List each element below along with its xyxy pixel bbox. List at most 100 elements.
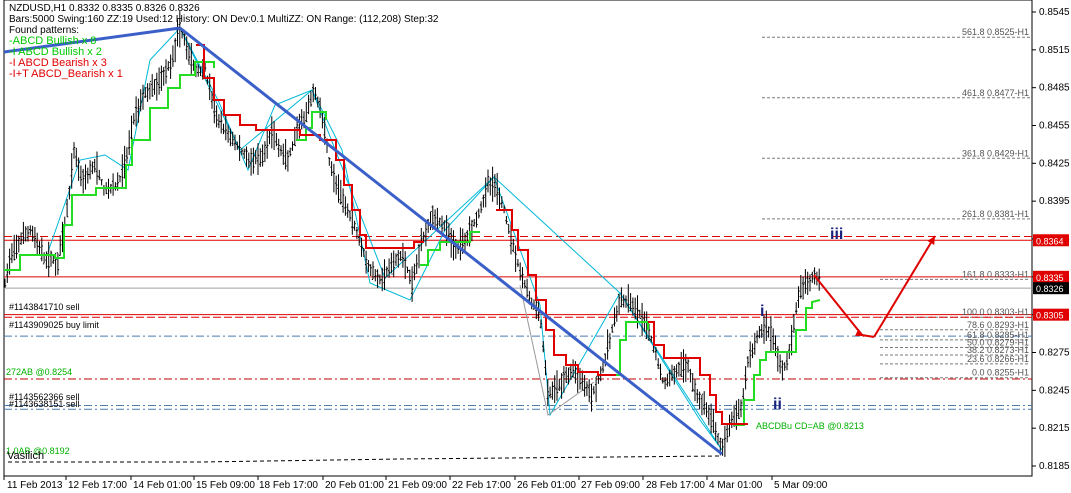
y-tick-label: 0.8215 [1039, 423, 1070, 434]
ohlc-bar [65, 198, 69, 218]
ohlc-bar [183, 33, 186, 46]
ohlc-bar [275, 132, 278, 147]
x-tick-label: 26 Feb 01:00 [517, 480, 576, 491]
ohlc-bar [399, 251, 402, 262]
ohlc-bar [629, 293, 632, 312]
x-tick-label: 27 Feb 09:00 [581, 480, 640, 491]
ohlc-bar [187, 42, 191, 65]
ohlc-bar [362, 247, 365, 257]
ohlc-bar [753, 332, 756, 355]
ohlc-bar [130, 115, 133, 143]
ohlc-bar [466, 230, 469, 246]
ohlc-bar [415, 254, 418, 274]
support-step-line [734, 299, 821, 426]
ohlc-bar [553, 375, 556, 404]
ohlc-bar [385, 266, 388, 277]
ohlc-bar [493, 174, 497, 198]
ohlc-bar [512, 238, 515, 253]
price-box-label: 0.8335 [1036, 273, 1064, 283]
ohlc-bar [806, 271, 809, 296]
ohlc-bar [29, 225, 32, 236]
y-tick-label: 0.8455 [1039, 121, 1070, 132]
ohlc-bar [314, 86, 317, 100]
ohlc-bar [360, 237, 363, 257]
x-tick-label: 5 Mar 09:00 [774, 480, 828, 491]
ohlc-bar [790, 324, 793, 356]
ohlc-bar [714, 422, 717, 441]
ohlc-bar [404, 251, 407, 280]
ohlc-bar [231, 131, 234, 147]
ohlc-bar [670, 364, 674, 382]
ohlc-bar [496, 172, 499, 205]
projection-arrow-head [927, 236, 935, 245]
ohlc-bar [222, 123, 225, 135]
ohlc-bar [514, 245, 517, 273]
ohlc-bar [760, 324, 763, 338]
fib-level-label: 161.8 0.8333-H1 [962, 269, 1029, 279]
ohlc-bar [243, 148, 246, 159]
fib-level-label: 361.8 0.8429-H1 [962, 148, 1029, 158]
x-tick-label: 20 Feb 01:00 [325, 480, 384, 491]
ohlc-bar [100, 179, 103, 186]
elliott-wave-label: iii [830, 226, 843, 243]
ohlc-bar [751, 343, 754, 359]
ohlc-bar [744, 366, 747, 390]
ohlc-bar [378, 274, 382, 285]
ohlc-bar [284, 139, 287, 170]
price-box [1033, 282, 1069, 295]
ohlc-bar [383, 259, 386, 291]
ohlc-bar [606, 329, 609, 360]
ohlc-bar [77, 157, 80, 181]
ohlc-bar [199, 66, 202, 77]
ohlc-bar [123, 145, 126, 179]
ohlc-bar [376, 269, 379, 289]
resistance-step-line [648, 321, 748, 425]
pattern-item: -ABCD Bullish x 8 [9, 35, 97, 47]
ohlc-bar [279, 145, 283, 156]
fib-level-label: 61.8 0.8285-H1 [967, 330, 1029, 340]
ohlc-bar [737, 398, 740, 420]
ohlc-bar [758, 326, 761, 339]
ohlc-bar [75, 147, 78, 168]
ohlc-bar [157, 67, 161, 95]
ohlc-bar [519, 262, 522, 281]
ohlc-bar [408, 269, 411, 284]
ohlc-bar [24, 226, 27, 242]
ohlc-bar [254, 149, 257, 165]
ohlc-bar [224, 114, 227, 141]
ohlc-bar [353, 220, 356, 231]
ohlc-bar [700, 393, 704, 416]
ohlc-bar [56, 252, 60, 275]
ohlc-bar [523, 279, 526, 289]
ohlc-bar [608, 333, 612, 350]
ohlc-bar [160, 65, 163, 91]
ohlc-bar [627, 284, 630, 313]
ohlc-bar [72, 142, 76, 159]
ohlc-bar [795, 302, 798, 315]
ohlc-bar [728, 414, 731, 437]
ohlc-bar [477, 208, 480, 219]
projection-arrow-head [855, 328, 864, 336]
fib-level-label: 261.8 0.8381-H1 [962, 209, 1029, 219]
ohlc-bar [668, 369, 671, 387]
y-tick-label: 0.8245 [1039, 385, 1070, 396]
ohlc-bar [128, 130, 131, 155]
ohlc-bar [413, 263, 416, 281]
ohlc-bar [422, 231, 425, 242]
ohlc-bar [705, 402, 708, 418]
ohlc-bar [238, 135, 241, 161]
ohlc-bar [804, 269, 807, 294]
ohlc-bar [567, 367, 570, 385]
x-tick-label: 11 Feb 2013 [7, 480, 63, 491]
ohlc-bar [783, 362, 786, 371]
x-tick-label: 28 Feb 17:00 [646, 480, 705, 491]
ohlc-bar [716, 433, 720, 445]
ohlc-bar [491, 166, 494, 202]
ohlc-bar [247, 152, 250, 169]
ohlc-bar [583, 375, 586, 397]
ohlc-bar [781, 360, 784, 381]
ohlc-bar [146, 83, 149, 102]
ohlc-bar [22, 221, 25, 244]
ohlc-bar [424, 222, 428, 247]
